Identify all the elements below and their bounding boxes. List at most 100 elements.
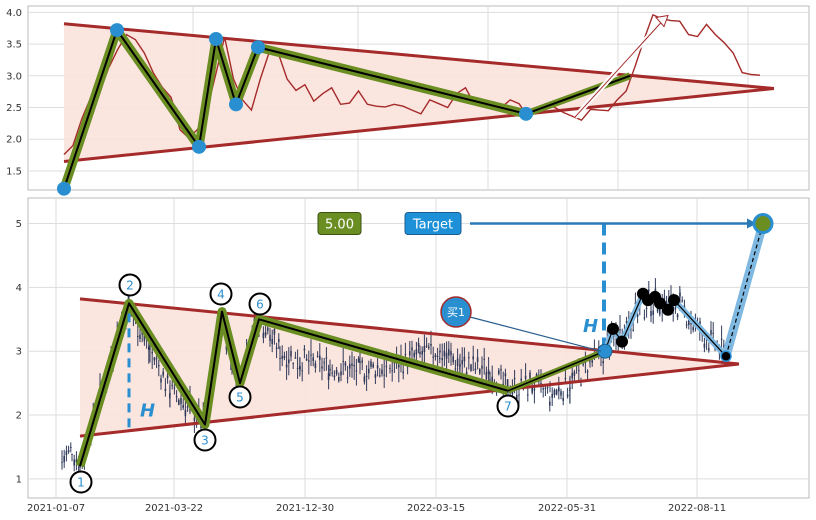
candle-body [555, 389, 558, 395]
candle-body [454, 368, 457, 370]
candle-body [650, 311, 652, 316]
candle-body [283, 355, 286, 358]
candle-body [361, 360, 363, 363]
candle-body [489, 379, 491, 381]
candle-body [175, 396, 178, 398]
candle-body [65, 451, 68, 456]
candle-body [551, 394, 553, 398]
candle-body [269, 335, 271, 341]
candle-body [288, 359, 290, 364]
bottom-lower-trendline [79, 362, 740, 438]
candle-body [71, 453, 73, 455]
candle-body [264, 332, 267, 336]
candle-body [70, 447, 72, 448]
candle-body [411, 347, 413, 351]
candle-body [325, 357, 328, 359]
candle-body [278, 338, 280, 342]
candle-body [513, 378, 516, 380]
candle-body [531, 387, 533, 393]
breakout-point-marker [597, 343, 613, 359]
candle-body [569, 387, 571, 390]
candle-body [520, 378, 522, 381]
candle-body [439, 350, 441, 353]
candle-body [323, 362, 325, 364]
target-rise-line [725, 223, 764, 357]
candle-body [368, 368, 370, 374]
candle-body [571, 372, 573, 379]
candle-body [578, 370, 580, 372]
candle-body [586, 371, 589, 373]
candle-body [564, 378, 567, 380]
candle-body [340, 371, 342, 376]
candle-body [573, 371, 576, 376]
candle-body [381, 369, 383, 375]
post-breakout-marker [654, 297, 666, 310]
top-pivot-marker [110, 23, 124, 38]
top-pivot-marker [229, 97, 243, 112]
candle-body [374, 374, 377, 378]
candle-body [648, 289, 650, 292]
bottom-panel: 1 2 3 4 5 2021-01-07 2021-03-22 2021-12-30 2022… [16, 197, 810, 514]
candle-body [542, 388, 544, 390]
candle-body [472, 356, 474, 360]
top-breakout-line [525, 74, 631, 115]
candle-body [540, 383, 542, 384]
candle-body [385, 366, 388, 368]
candle-body [391, 370, 393, 372]
candle-body [432, 356, 434, 358]
candle-body [584, 362, 587, 364]
candle-body [148, 346, 150, 350]
candle-body [535, 374, 538, 378]
candle-body [186, 406, 189, 408]
target-arrowhead [747, 218, 757, 229]
candle-body [155, 358, 158, 360]
target-box [404, 212, 462, 236]
candle-body [632, 329, 634, 331]
bottom-y-tick-label: 2 [16, 411, 22, 422]
candle-body [665, 301, 668, 306]
top-y-tick-label: 4.0 [6, 8, 22, 19]
bottom-x-tick-label: 2021-12-30 [276, 503, 334, 514]
pivot-label: 3 [201, 434, 209, 448]
candle-body [591, 360, 593, 363]
candle-body [549, 401, 551, 406]
candle-body [712, 332, 714, 334]
candle-body [409, 351, 411, 356]
candle-body [708, 348, 710, 351]
candle-body [417, 343, 420, 347]
top-target-arrow-stroke [574, 21, 663, 118]
candle-body [560, 391, 562, 396]
candle-body [659, 307, 661, 315]
candle-body [474, 368, 477, 371]
candle-body [363, 376, 366, 382]
candle-body [331, 372, 333, 374]
candle-body [441, 358, 443, 361]
candle-body [379, 375, 381, 377]
pivot-label-circle [118, 273, 142, 297]
candle-body [393, 362, 396, 364]
buy-marker-label: 买1 [447, 306, 465, 319]
candle-body [450, 351, 452, 356]
candle-body [582, 364, 584, 366]
candle-body [164, 388, 167, 391]
last-marker [720, 350, 732, 363]
candle-body [296, 367, 299, 369]
candle-body [452, 356, 454, 363]
candle-body [370, 361, 372, 367]
candle-body [500, 369, 502, 371]
candle-body [487, 369, 490, 375]
candle-body [430, 344, 432, 346]
candle-body [310, 354, 312, 356]
candle-body [312, 357, 314, 361]
candle-body [173, 387, 176, 389]
candle-body [73, 459, 75, 466]
candle-body [413, 352, 415, 357]
candle-body [498, 370, 500, 374]
candle-body [285, 364, 288, 368]
candle-body [652, 310, 654, 315]
candle-body [281, 356, 283, 359]
bottom-upper-trendline [79, 297, 740, 366]
candle-body [703, 343, 706, 348]
bottom-y-tick-label: 5 [16, 219, 22, 230]
candle-body [562, 398, 564, 401]
